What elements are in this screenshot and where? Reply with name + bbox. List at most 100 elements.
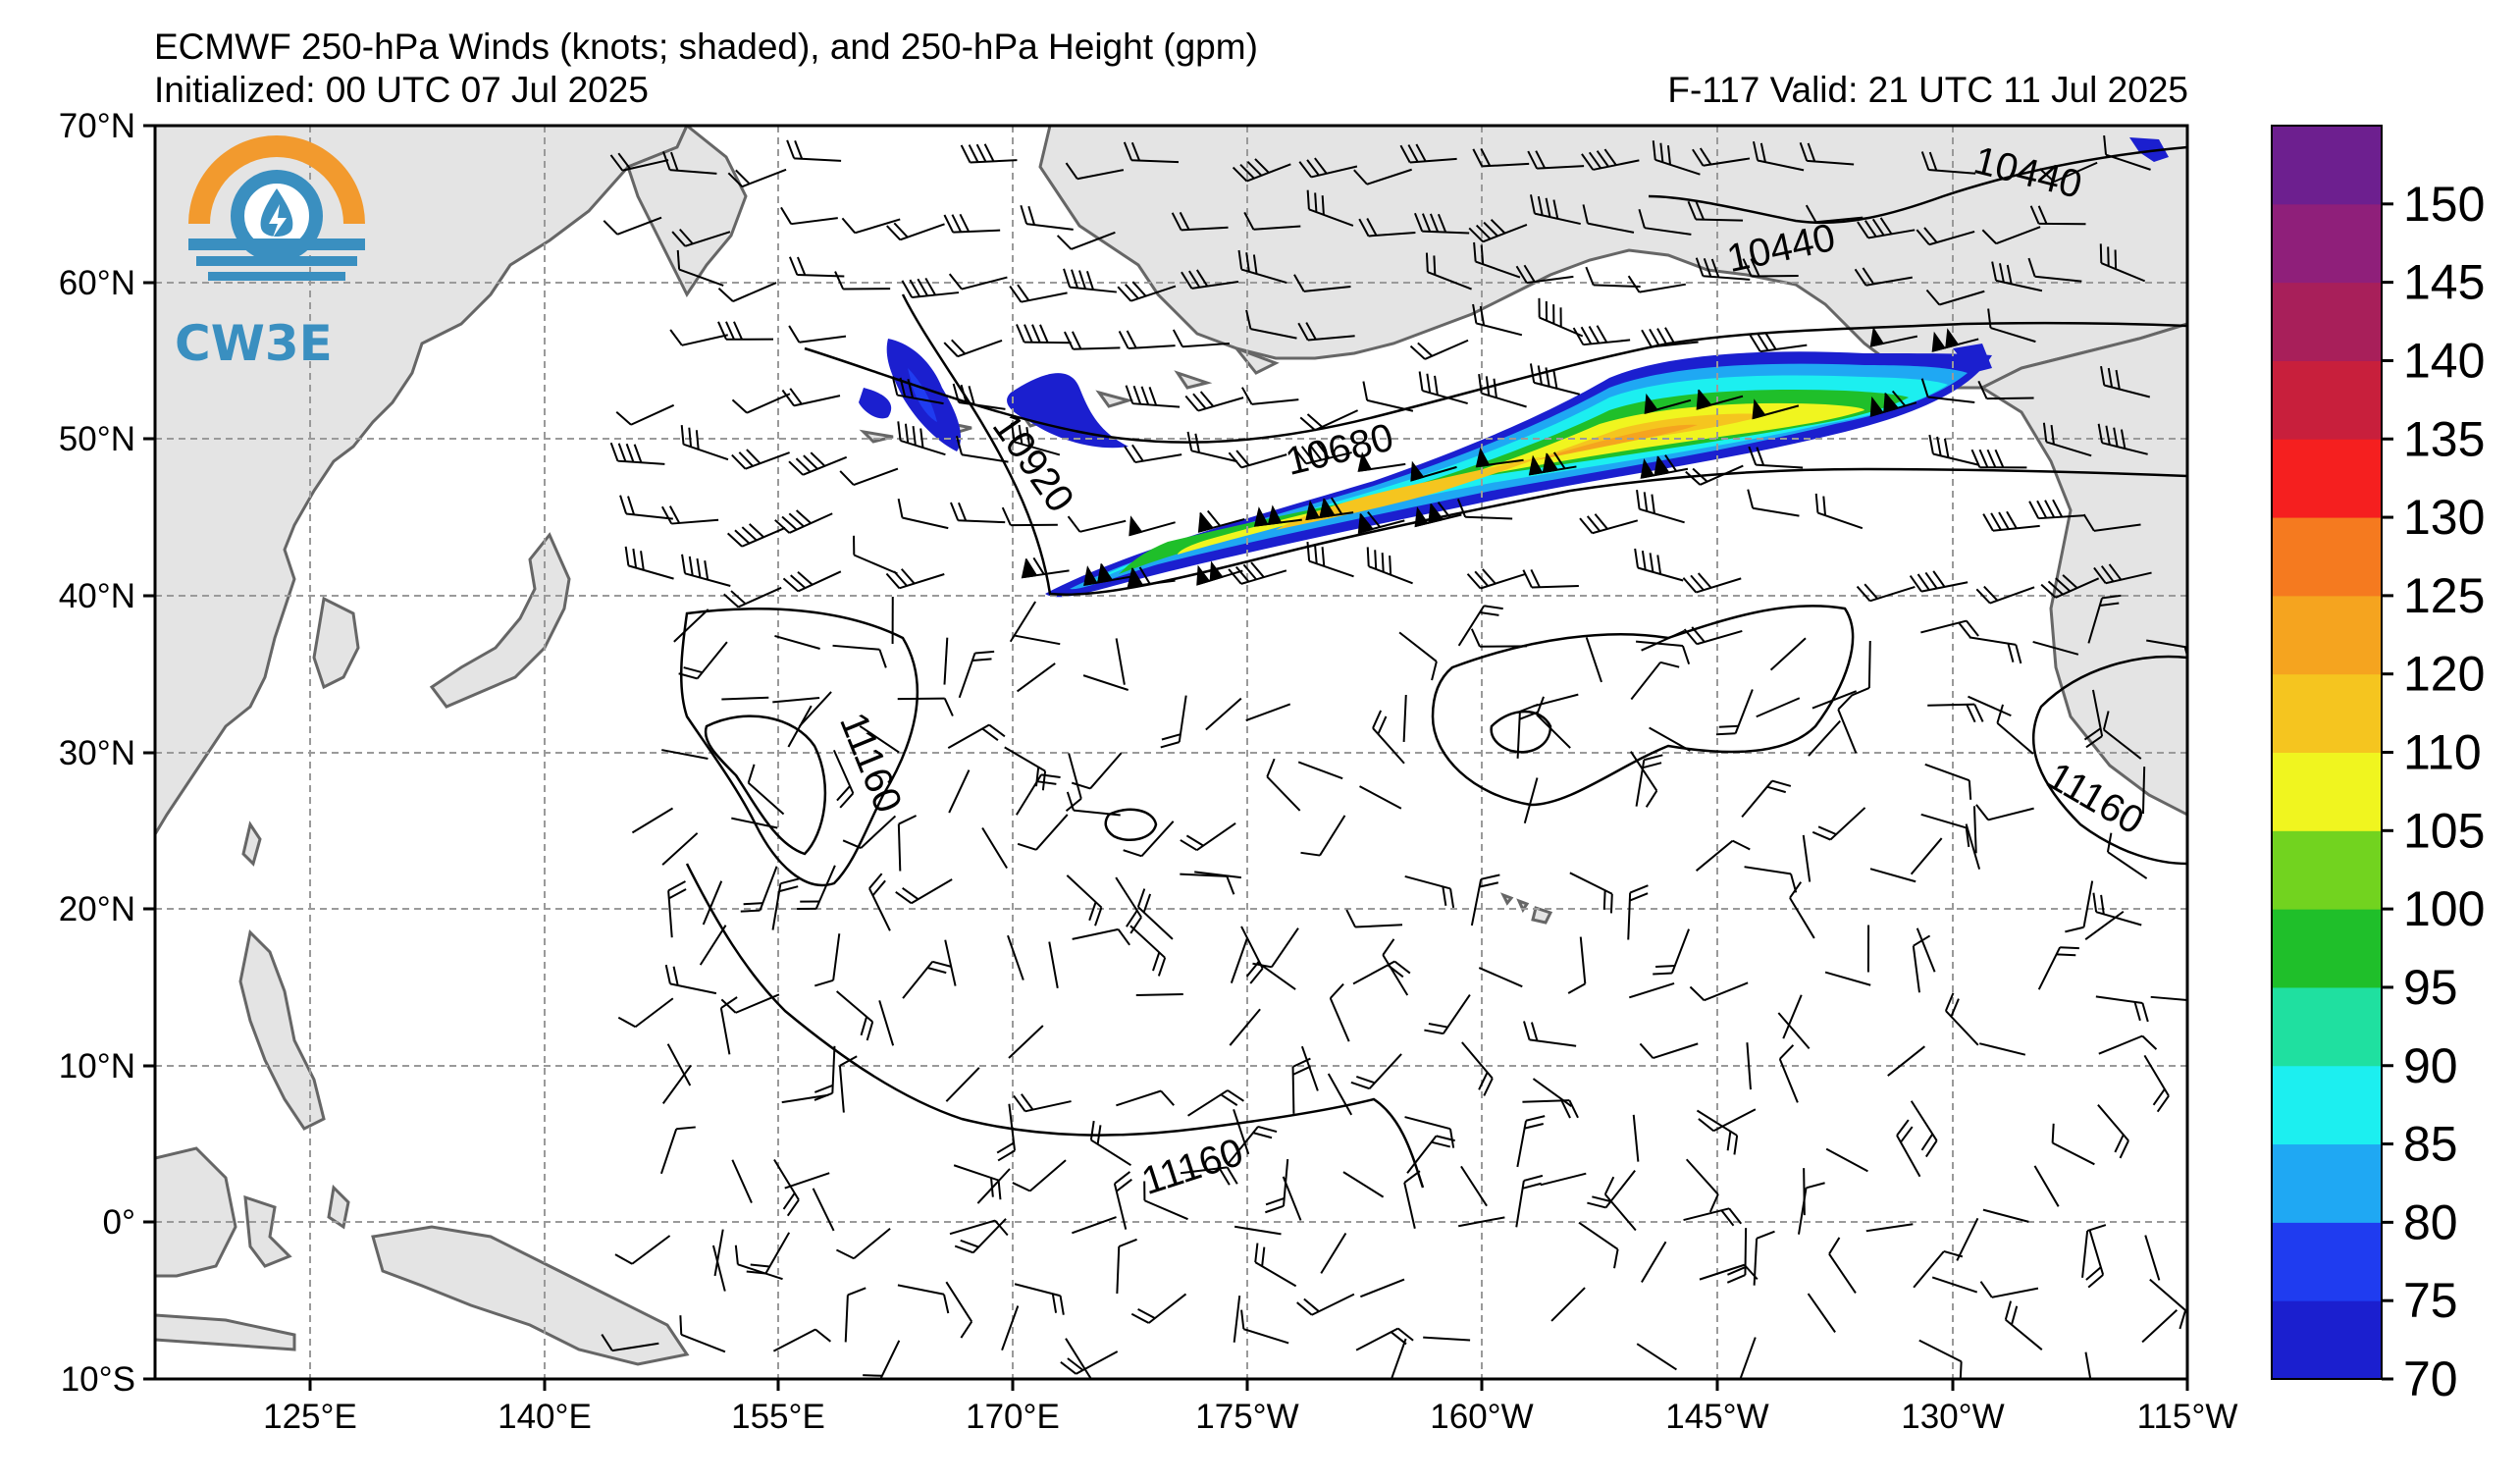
wind-barb (859, 724, 900, 754)
hawaii (1499, 892, 1553, 925)
wind-barb (1205, 697, 1242, 731)
wind-barb (981, 827, 1008, 870)
wind-barb (1135, 992, 1183, 997)
wind-barb (1635, 640, 1691, 665)
wind-barb (945, 1067, 980, 1102)
wind-barb (1920, 378, 1975, 404)
wind-barb (1742, 258, 1799, 278)
wind-barb (1233, 1295, 1241, 1343)
wind-barb (1254, 1243, 1297, 1288)
colorbar-label: 110 (2403, 725, 2482, 780)
wind-barb (1298, 157, 1358, 179)
wind-barb (1470, 628, 1527, 648)
wind-barb (1538, 297, 1584, 338)
wind-barb (1808, 719, 1841, 757)
wind-barb (2004, 1300, 2043, 1351)
lon-label-170e: 170°E (966, 1398, 1060, 1436)
logo-text: CW3E (175, 315, 333, 372)
wind-barb (603, 216, 662, 236)
land-new-guinea (371, 1225, 690, 1366)
wind-barb (1458, 1216, 1505, 1228)
wind-barb (2085, 1229, 2105, 1289)
colorbar-label: 150 (2403, 177, 2485, 232)
colorbar-swatch (2272, 595, 2382, 675)
wind-barb (1639, 1042, 1699, 1060)
wind-barb (1630, 661, 1680, 701)
lon-label-130w: 130°W (1901, 1398, 2004, 1436)
colorbar-label: 90 (2403, 1038, 2458, 1093)
wind-barb (1540, 1172, 1587, 1187)
valid-time: F-117 Valid: 21 UTC 11 Jul 2025 (1667, 70, 2188, 110)
wind-barb (1532, 1078, 1573, 1107)
wind-barb (1569, 872, 1613, 914)
wind-barb (726, 523, 786, 548)
wind-barb (1123, 141, 1180, 164)
wind-barb (1306, 189, 1354, 227)
wind-barb (740, 866, 778, 913)
wind-barb (1987, 308, 2036, 344)
wind-barb (2143, 1054, 2170, 1113)
wind-barb (1296, 1293, 1355, 1316)
wind-barb (1749, 332, 1808, 353)
wind-barb (662, 151, 717, 175)
wind-barb (897, 421, 946, 456)
wind-barb (1753, 141, 1805, 172)
wind-barb (798, 691, 832, 727)
colorbar-swatch (2272, 360, 2382, 440)
colorbar-swatch (2272, 517, 2382, 597)
wind-barb (609, 442, 665, 465)
colorbar-label: 120 (2403, 647, 2485, 702)
wind-barb (2084, 1351, 2095, 1379)
wind-barb (1516, 1115, 1546, 1168)
wind-barb (1017, 814, 1069, 851)
wind-barb (2100, 365, 2151, 398)
wind-barb (897, 1284, 950, 1314)
wind-barb (1516, 703, 1539, 759)
wind-barb (1530, 194, 1581, 226)
wind-barb (1015, 773, 1061, 816)
wind-barb (2141, 1309, 2179, 1344)
wind-barb (2106, 832, 2148, 879)
wind-barb (948, 769, 971, 814)
wind-barb (1799, 142, 1855, 166)
lat-label-30n: 30°N (59, 734, 135, 772)
wind-barb (747, 764, 785, 816)
wind-barb (2040, 574, 2100, 599)
wind-barb (1528, 451, 1577, 476)
wind-barb (1628, 981, 1675, 999)
wind-barb (727, 168, 787, 188)
wind-barb (1802, 834, 1811, 882)
wind-barb (1523, 777, 1539, 824)
wind-barb (1991, 261, 2043, 292)
wind-barb (1253, 504, 1302, 527)
wind-barb (1920, 813, 1970, 848)
wind-barb (1398, 631, 1438, 681)
wind-barb (1478, 967, 1523, 988)
wind-barb (679, 1315, 726, 1353)
wind-barb (1065, 753, 1082, 813)
wind-barb (1357, 451, 1406, 472)
wind-barb (2029, 205, 2086, 226)
wind-barb (1012, 1159, 1067, 1192)
wind-barb (1979, 1281, 2039, 1298)
wind-barb (1013, 1093, 1072, 1113)
wind-barb (943, 637, 949, 685)
wind-barb (1115, 638, 1126, 685)
map-content (155, 126, 2187, 1366)
wind-barb (1360, 1278, 1405, 1298)
wind-barb (1402, 694, 1407, 742)
wind-barb (1136, 888, 1174, 940)
wind-barb (1425, 252, 1472, 291)
wind-barb (2087, 594, 2122, 644)
wind-barb (1184, 391, 1244, 412)
wind-barb (671, 228, 731, 247)
lightning-icon (269, 204, 287, 238)
wind-barb (1636, 1343, 1677, 1371)
wind-barb (1362, 381, 1414, 412)
wind-barb (1010, 422, 1061, 456)
lat-label-10s: 10°S (61, 1360, 135, 1399)
wind-barb (1996, 704, 2034, 755)
colorbar-label: 100 (2403, 881, 2485, 936)
wind-barb (1342, 1171, 1385, 1198)
wind-barb (1413, 212, 1470, 235)
